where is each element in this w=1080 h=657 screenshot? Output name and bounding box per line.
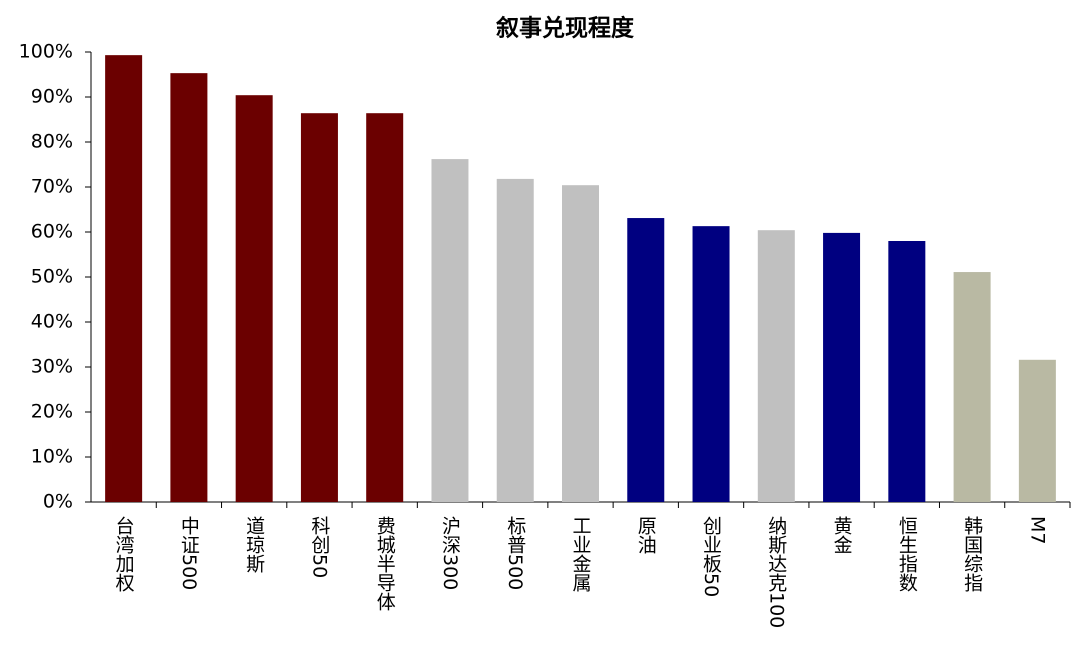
bar — [692, 226, 730, 502]
bar — [431, 159, 469, 502]
x-tick-label: 道琼斯 — [243, 516, 265, 574]
x-tick-label: 恒生指数 — [896, 516, 918, 592]
y-tick-label: 40% — [31, 311, 73, 333]
chart-title: 叙事兑现程度 — [496, 15, 635, 42]
bar — [757, 230, 795, 502]
y-tick-label: 80% — [31, 131, 73, 153]
x-tick-label: 原油 — [635, 516, 657, 554]
x-tick-label: 创业板50 — [700, 516, 722, 597]
y-tick-label: 20% — [31, 401, 73, 423]
y-tick-label: 60% — [31, 221, 73, 243]
bar — [105, 55, 143, 503]
bar — [300, 113, 338, 502]
bar — [170, 73, 208, 503]
y-tick-label: 50% — [31, 266, 73, 288]
bar — [627, 218, 665, 503]
bar — [562, 185, 599, 502]
x-tick-label: 标普500 — [504, 516, 526, 591]
y-tick-label: 10% — [31, 446, 73, 468]
bar — [953, 272, 991, 502]
x-tick-label: 费城半导体 — [374, 516, 396, 611]
bar — [1018, 359, 1056, 502]
x-tick-label: 韩国综指 — [961, 516, 983, 592]
bar — [366, 113, 404, 502]
y-tick-label: 0% — [43, 491, 73, 513]
x-tick-label: 台湾加权 — [113, 516, 135, 592]
bar — [235, 95, 273, 502]
y-tick-label: 100% — [19, 41, 73, 63]
x-tick-label: 工业金属 — [570, 516, 592, 593]
x-tick-label: 纳斯达克100 — [765, 516, 787, 629]
x-tick-label: M7 — [1026, 516, 1048, 544]
x-tick-label: 黄金 — [831, 516, 853, 554]
y-tick-label: 30% — [31, 356, 73, 378]
bar — [823, 232, 861, 502]
x-tick-label: 科创50 — [308, 516, 330, 578]
bar — [888, 241, 926, 502]
y-tick-label: 90% — [31, 86, 73, 108]
x-tick-label: 沪深300 — [439, 516, 461, 591]
bar — [496, 178, 534, 502]
y-tick-label: 70% — [31, 176, 73, 198]
x-tick-label: 中证500 — [178, 516, 200, 591]
